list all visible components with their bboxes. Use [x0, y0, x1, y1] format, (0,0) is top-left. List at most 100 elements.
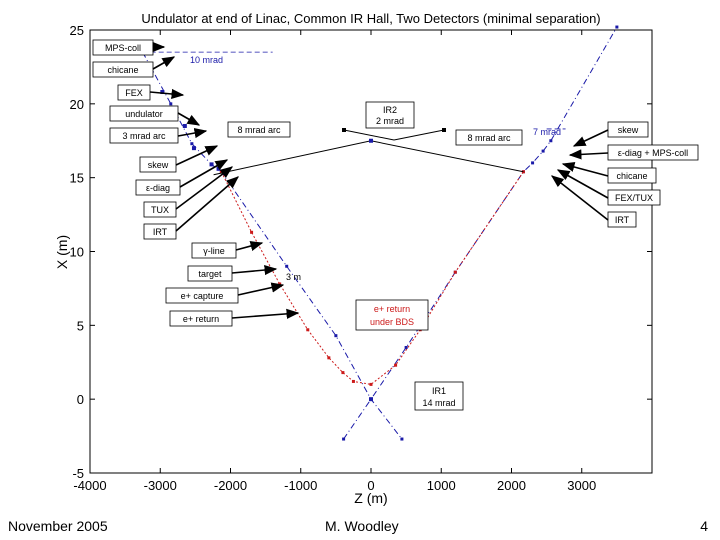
series-point	[334, 334, 338, 338]
series-point	[342, 437, 346, 441]
series-point	[549, 139, 553, 143]
series-point	[394, 363, 398, 367]
eplus-capture-label: e+ capture	[181, 291, 224, 301]
y-tick-label: 25	[70, 23, 84, 38]
annotation-skew-left: skew	[139, 145, 219, 173]
series-point	[521, 170, 525, 174]
axes: -4000 -3000 -2000 -1000 0 1000 2000 3000 25 20 15 1…	[70, 23, 652, 493]
chart-title: Undulator at end of Linac, Common IR Hal…	[141, 11, 600, 26]
annotation-irt-left: IRT	[143, 176, 239, 240]
annotation-fex: FEX	[117, 84, 185, 101]
series-point	[250, 230, 254, 234]
footer-author: M. Woodley	[325, 518, 399, 534]
irt-left-label: IRT	[153, 227, 168, 237]
x-tick-label: -3000	[144, 478, 177, 493]
annotation-tux-left: TUX	[143, 166, 234, 218]
footer-page-number: 4	[700, 518, 708, 534]
series-point	[351, 379, 355, 383]
series-point	[285, 264, 289, 268]
series-point	[541, 149, 545, 153]
series-point	[453, 270, 457, 274]
ir1-label-line2: 14 mrad	[422, 398, 455, 408]
ediag-left-label: ε-diag	[146, 183, 170, 193]
component-marker	[191, 146, 196, 151]
annotation-fex-tux-right: FEX/TUX	[556, 169, 661, 206]
y-tick-label: 0	[77, 392, 84, 407]
series-point	[615, 25, 619, 29]
x-axis-label: Z (m)	[354, 490, 387, 506]
annotation-eplus-capture: e+ capture	[165, 282, 285, 304]
annotation-gamma-line: γ-line	[191, 241, 264, 259]
x-tick-label: -1000	[284, 478, 317, 493]
plot-area	[89, 29, 653, 474]
skew-right-label: skew	[618, 125, 639, 135]
annotation-target: target	[187, 264, 278, 282]
return-bds-line2: under BDS	[370, 317, 414, 327]
ir2-label-line1: IR2	[383, 105, 397, 115]
arc8-right-label: 8 mrad arc	[467, 133, 511, 143]
ir2-label-line2: 2 mrad	[376, 116, 404, 126]
return-bds-line1: e+ return	[374, 304, 410, 314]
series-point	[369, 382, 373, 386]
component-marker	[209, 162, 214, 167]
reference-lines	[142, 51, 566, 130]
x-tick-label: -2000	[214, 478, 247, 493]
y-tick-label: -5	[72, 466, 84, 481]
undulator-label: undulator	[125, 109, 163, 119]
annotation-skew-right: skew	[572, 121, 649, 147]
target-label: target	[198, 269, 222, 279]
annotation-ir2: IR2 2 mrad	[365, 101, 415, 129]
annotation-3mrad-arc: 3 mrad arc	[109, 127, 208, 144]
ten-mrad-label: 10 mrad	[190, 55, 223, 65]
annotation-eplus-return-bds: e+ return under BDS	[355, 299, 429, 331]
x-tick-label: 1000	[427, 478, 456, 493]
x-tick-label: -4000	[73, 478, 106, 493]
y-tick-label: 5	[77, 318, 84, 333]
annotation-8mrad-arc-right: 8 mrad arc	[455, 129, 523, 146]
annotation-eplus-return: e+ return	[169, 308, 300, 327]
irt-right-label: IRT	[615, 215, 630, 225]
series-point	[190, 142, 194, 146]
component-marker	[182, 123, 187, 128]
x-tick-label: 3000	[567, 478, 596, 493]
chicane-right-label: chicane	[616, 171, 647, 181]
tux-left-label: TUX	[151, 205, 169, 215]
fex-tux-label: FEX/TUX	[615, 193, 653, 203]
y-tick-label: 15	[70, 171, 84, 186]
annotation-chicane-right: chicane	[561, 162, 657, 184]
x-tick-label: 2000	[497, 478, 526, 493]
ir2-right-arm	[393, 129, 445, 141]
x-tick-label: 0	[367, 478, 374, 493]
y-tick-label: 20	[70, 97, 84, 112]
annotation-chicane: chicane	[92, 56, 176, 78]
component-marker	[369, 138, 373, 143]
component-marker	[216, 166, 221, 171]
series-point	[169, 102, 173, 106]
annotation-8mrad-arc-left: 8 mrad arc	[227, 121, 291, 138]
footer-date: November 2005	[8, 518, 108, 534]
ediag-mps-label: ε-diag + MPS-coll	[618, 148, 688, 158]
series-point	[531, 161, 535, 165]
mps-coll-label: MPS-coll	[105, 43, 141, 53]
series-line-1	[343, 26, 618, 440]
arc3-label: 3 mrad arc	[122, 131, 166, 141]
y-axis-label: X (m)	[54, 235, 70, 269]
ir2-left-arm	[343, 129, 395, 141]
gamma-line-label: γ-line	[203, 246, 225, 256]
y-tick-label: 10	[70, 245, 84, 260]
annotation-ediag-mps-right: ε-diag + MPS-coll	[568, 144, 699, 161]
annotation-ediag-left: ε-diag	[135, 159, 229, 196]
component-marker	[160, 90, 165, 95]
annotation-undulator: undulator	[109, 105, 201, 126]
annotation-mps-coll: MPS-coll	[92, 39, 166, 56]
chicane-label: chicane	[107, 65, 138, 75]
annotation-irt-right: IRT	[550, 175, 637, 228]
series-point	[404, 345, 408, 349]
three-m-label: 3 m	[286, 272, 301, 282]
seven-mrad-label: 7 mrad	[533, 127, 561, 137]
series-point	[400, 437, 404, 441]
series-point	[341, 371, 345, 375]
eplus-return-label: e+ return	[183, 314, 219, 324]
arc8-left-label: 8 mrad arc	[237, 125, 281, 135]
